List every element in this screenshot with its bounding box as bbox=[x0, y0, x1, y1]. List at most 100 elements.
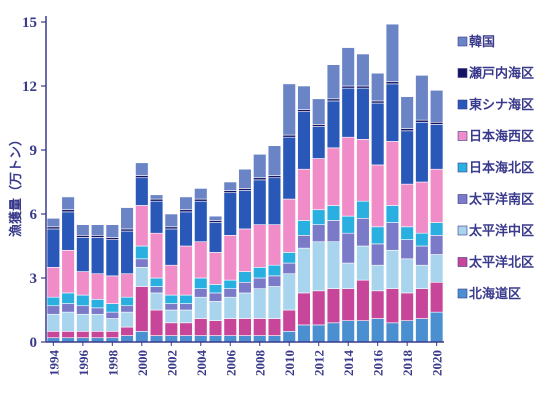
bar-segment bbox=[90, 273, 105, 300]
bar-segment bbox=[120, 273, 134, 298]
legend-swatch bbox=[457, 257, 468, 267]
bar-segment bbox=[400, 183, 414, 228]
legend-label: 東シナ海区 bbox=[469, 97, 534, 113]
bar-segment bbox=[46, 313, 61, 332]
bar-segment bbox=[312, 209, 326, 225]
bar-segment bbox=[76, 235, 90, 238]
bar-segment bbox=[105, 275, 119, 304]
bar-segment bbox=[385, 222, 400, 251]
x-tick-label: 2008 bbox=[253, 350, 268, 377]
bar-segment bbox=[400, 292, 414, 321]
bar-segment bbox=[312, 324, 326, 343]
bar-segment bbox=[90, 235, 105, 238]
bar-segment bbox=[297, 109, 311, 112]
bar-segment bbox=[253, 318, 267, 336]
bar-segment bbox=[46, 226, 61, 230]
bar-segment bbox=[164, 303, 178, 311]
bar-segment bbox=[208, 301, 223, 321]
bar-segment bbox=[61, 249, 75, 294]
bar-segment bbox=[297, 247, 311, 294]
bar-segment bbox=[282, 273, 296, 311]
bar-segment bbox=[356, 279, 370, 321]
bar-segment bbox=[208, 320, 223, 336]
y-tick-label: 6 bbox=[30, 207, 38, 223]
y-tick-label: 3 bbox=[30, 271, 38, 287]
bar-segment bbox=[164, 322, 178, 336]
bar-segment bbox=[312, 241, 326, 292]
bar-segment bbox=[194, 241, 208, 279]
bar-segment bbox=[238, 168, 252, 189]
legend-label: 北海道区 bbox=[469, 286, 521, 302]
legend-swatch bbox=[457, 36, 468, 47]
bar-segment bbox=[164, 294, 178, 304]
bar-segment bbox=[135, 245, 149, 260]
bar-segment bbox=[46, 228, 61, 268]
bar-segment bbox=[194, 198, 208, 202]
bar-segment bbox=[135, 267, 149, 287]
bar-segment bbox=[312, 124, 326, 127]
bar-segment bbox=[341, 47, 355, 87]
bar-segment bbox=[179, 209, 193, 213]
bar-segment bbox=[429, 281, 444, 313]
bar-segment bbox=[385, 141, 400, 206]
bar-segment bbox=[194, 200, 208, 243]
bar-segment bbox=[61, 209, 75, 213]
bar-segment bbox=[356, 320, 370, 343]
x-tick-label: 1994 bbox=[46, 350, 61, 377]
bar-segment bbox=[238, 335, 252, 343]
bar-segment bbox=[90, 331, 105, 339]
x-tick-label: 2002 bbox=[164, 350, 179, 376]
bar-segment bbox=[356, 139, 370, 202]
bar-segment bbox=[312, 224, 326, 243]
bar-segment bbox=[120, 305, 134, 313]
bar-segment bbox=[179, 335, 193, 343]
bar-segment bbox=[282, 262, 296, 275]
bar-segment bbox=[297, 168, 311, 221]
legend-label: 日本海北区 bbox=[469, 160, 534, 176]
bar-segment bbox=[282, 134, 296, 138]
bar-segment bbox=[385, 249, 400, 289]
bar-segment bbox=[149, 286, 164, 294]
bar-segment bbox=[400, 258, 414, 294]
bar-segment bbox=[267, 318, 282, 336]
bar-segment bbox=[149, 292, 164, 311]
legend-swatch bbox=[457, 194, 468, 204]
bar-segment bbox=[149, 198, 164, 202]
bar-segment bbox=[429, 254, 444, 283]
bar-segment bbox=[267, 286, 282, 319]
bar-segment bbox=[76, 271, 90, 296]
bar-segment bbox=[105, 237, 119, 240]
bar-segment bbox=[223, 335, 237, 343]
bar-segment bbox=[135, 205, 149, 247]
bar-segment bbox=[356, 245, 370, 281]
bar-segment bbox=[194, 335, 208, 343]
bar-segment bbox=[415, 119, 429, 123]
bar-segment bbox=[429, 168, 444, 223]
bar-segment bbox=[76, 237, 90, 272]
bar-segment bbox=[400, 239, 414, 260]
bar-segment bbox=[429, 124, 444, 170]
bar-segment bbox=[415, 288, 429, 319]
bar-segment bbox=[282, 136, 296, 200]
bar-segment bbox=[385, 23, 400, 83]
bar-segment bbox=[326, 322, 341, 343]
axes-group: 0 3 6 9 12 15 1994 1996 1998 2000 2002 2004 2006 2008… bbox=[22, 15, 445, 376]
legend-label: 太平洋中区 bbox=[468, 223, 534, 239]
bar-segment bbox=[429, 235, 444, 255]
bar-segment bbox=[282, 309, 296, 332]
bar-segment bbox=[356, 85, 370, 89]
bar-segment bbox=[90, 313, 105, 332]
bar-segment bbox=[371, 318, 385, 343]
x-tick-label: 2010 bbox=[282, 350, 297, 376]
bar-segment bbox=[223, 279, 237, 289]
bar-segment bbox=[326, 98, 341, 102]
bar-segment bbox=[267, 145, 282, 176]
y-tick-label: 15 bbox=[22, 15, 37, 31]
bar-segment bbox=[341, 87, 355, 138]
bar-segment bbox=[223, 296, 237, 319]
bar-segment bbox=[253, 153, 267, 179]
bar-segment bbox=[61, 292, 75, 304]
bar-segment bbox=[238, 271, 252, 283]
bar-segment bbox=[149, 277, 164, 287]
legend: 韓国瀬戸内海区東シナ海区日本海西区日本海北区太平洋南区太平洋中区太平洋北区北海道… bbox=[457, 34, 534, 302]
